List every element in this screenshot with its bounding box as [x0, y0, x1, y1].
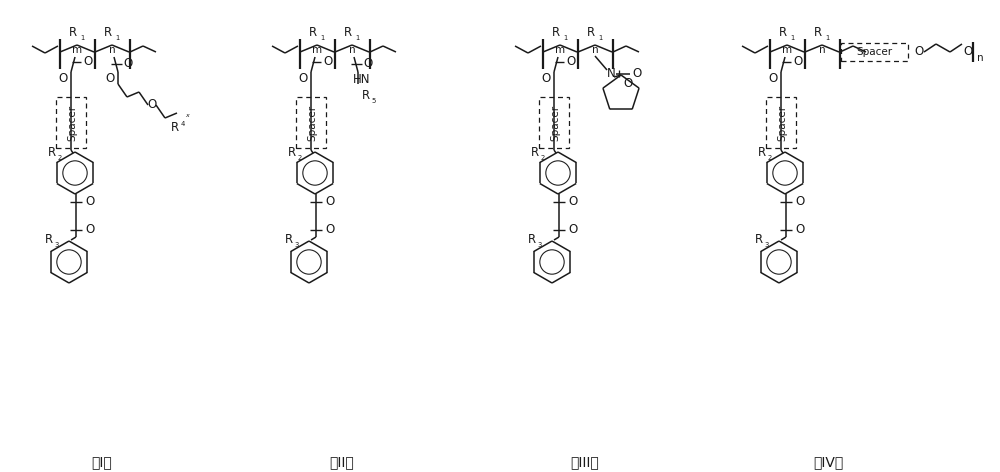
Text: O: O — [795, 195, 805, 209]
Text: n: n — [977, 53, 983, 63]
Text: m: m — [555, 45, 565, 55]
Text: $_3$: $_3$ — [764, 240, 770, 250]
Text: O: O — [623, 76, 633, 90]
Text: $_1$: $_1$ — [115, 33, 120, 43]
Text: R: R — [552, 26, 560, 40]
Text: O: O — [793, 56, 803, 68]
Text: m: m — [72, 45, 82, 55]
Text: R: R — [531, 146, 539, 160]
Text: $_3$: $_3$ — [294, 240, 300, 250]
Text: $_1$: $_1$ — [598, 33, 603, 43]
Text: R: R — [285, 234, 293, 246]
Text: m: m — [312, 45, 322, 55]
Text: n: n — [819, 45, 825, 55]
Text: $_1$: $_1$ — [790, 33, 795, 43]
Text: HN: HN — [353, 74, 370, 86]
Text: （I）: （I） — [92, 455, 112, 469]
Text: O: O — [363, 58, 373, 70]
Text: R: R — [309, 26, 317, 40]
Text: $_1$: $_1$ — [563, 33, 568, 43]
Text: N: N — [607, 67, 615, 81]
Text: n: n — [349, 45, 355, 55]
Text: R: R — [104, 26, 112, 40]
Text: $_2$: $_2$ — [767, 153, 773, 163]
Bar — [766, 97, 796, 148]
Text: （II）: （II） — [330, 455, 354, 469]
Text: R: R — [344, 26, 352, 40]
Text: $_3$: $_3$ — [54, 240, 60, 250]
Text: O: O — [85, 224, 95, 236]
Text: R: R — [171, 121, 179, 135]
Text: Spacer: Spacer — [307, 104, 317, 141]
Text: Spacer: Spacer — [550, 104, 560, 141]
Text: R: R — [69, 26, 77, 40]
Text: O: O — [147, 99, 157, 111]
Text: $_3$: $_3$ — [537, 240, 543, 250]
Text: O: O — [123, 58, 133, 70]
Text: O: O — [325, 195, 335, 209]
Text: O: O — [568, 195, 578, 209]
Text: R: R — [779, 26, 787, 40]
Text: O: O — [568, 224, 578, 236]
Text: $_4$: $_4$ — [180, 119, 186, 129]
Text: Spacer: Spacer — [777, 104, 787, 141]
Text: $_1$: $_1$ — [320, 33, 325, 43]
Text: $_1$: $_1$ — [355, 33, 360, 43]
Text: （III）: （III） — [571, 455, 599, 469]
Text: Spacer: Spacer — [856, 47, 893, 57]
Bar — [296, 97, 326, 148]
Text: O: O — [795, 224, 805, 236]
Text: $_2$: $_2$ — [297, 153, 303, 163]
Text: R: R — [814, 26, 822, 40]
Text: R: R — [362, 90, 370, 102]
Text: O: O — [85, 195, 95, 209]
Text: m: m — [782, 45, 792, 55]
Text: O: O — [632, 67, 642, 81]
Text: O: O — [963, 45, 973, 59]
Text: R: R — [758, 146, 766, 160]
Text: n: n — [592, 45, 598, 55]
Text: $^x$: $^x$ — [185, 112, 191, 121]
Text: O: O — [298, 73, 308, 85]
Text: O: O — [541, 73, 551, 85]
Text: $_1$: $_1$ — [80, 33, 85, 43]
Text: O: O — [58, 73, 68, 85]
Text: R: R — [755, 234, 763, 246]
Text: $_2$: $_2$ — [57, 153, 63, 163]
Text: n: n — [109, 45, 115, 55]
Text: O: O — [325, 224, 335, 236]
Text: O: O — [768, 73, 778, 85]
Text: （IV）: （IV） — [813, 455, 843, 469]
Text: O: O — [105, 73, 115, 85]
Bar — [539, 97, 569, 148]
Text: $_5$: $_5$ — [371, 96, 377, 106]
Text: R: R — [587, 26, 595, 40]
Text: Spacer: Spacer — [67, 104, 77, 141]
Text: O: O — [914, 45, 924, 59]
Text: R: R — [48, 146, 56, 160]
Bar — [56, 97, 86, 148]
Text: O: O — [83, 56, 93, 68]
Text: R: R — [528, 234, 536, 246]
Text: $_1$: $_1$ — [825, 33, 830, 43]
Text: O: O — [323, 56, 333, 68]
Bar — [841, 43, 908, 61]
Text: O: O — [566, 56, 576, 68]
Text: R: R — [288, 146, 296, 160]
Text: R: R — [45, 234, 53, 246]
Text: $_2$: $_2$ — [540, 153, 546, 163]
